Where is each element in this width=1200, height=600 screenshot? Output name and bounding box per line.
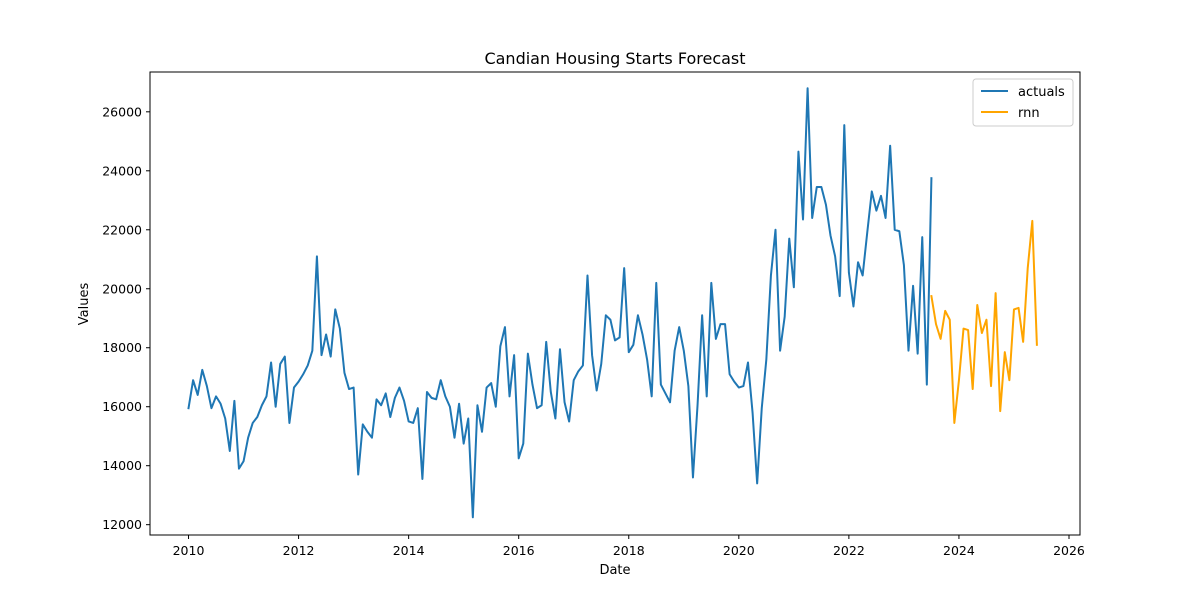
x-tick-label: 2020: [723, 543, 755, 558]
y-axis: 12000 14000 16000 18000 20000 22000 24000 26000: [102, 104, 150, 532]
y-tick-label: 22000: [102, 222, 142, 237]
x-tick-label: 2026: [1053, 543, 1085, 558]
x-tick-label: 2012: [283, 543, 315, 558]
y-tick-label: 18000: [102, 340, 142, 355]
series-layer: [187, 87, 1038, 519]
plot-area: [149, 71, 1081, 536]
y-tick-label: 24000: [102, 163, 142, 178]
x-tick-label: 2022: [833, 543, 865, 558]
chart-title: Candian Housing Starts Forecast: [484, 49, 745, 68]
x-axis: 2010 2012 2014 2016 2018 2020 2022 2024 2026: [173, 535, 1085, 558]
legend: actuals rnn: [972, 78, 1074, 127]
y-axis-label: Values: [77, 283, 92, 326]
x-tick-label: 2018: [613, 543, 645, 558]
y-tick-label: 16000: [102, 399, 142, 414]
y-tick-label: 14000: [102, 458, 142, 473]
legend-label-rnn: rnn: [1018, 106, 1040, 121]
x-axis-label: Date: [599, 563, 630, 578]
plot-frame: [149, 71, 1081, 536]
y-tick-label: 26000: [102, 104, 142, 119]
x-tick-label: 2014: [393, 543, 425, 558]
series-line-actuals: [187, 87, 933, 519]
x-tick-label: 2024: [943, 543, 975, 558]
x-tick-label: 2016: [503, 543, 535, 558]
series-line-rnn: [930, 219, 1038, 424]
legend-label-actuals: actuals: [1018, 85, 1065, 100]
y-tick-label: 20000: [102, 281, 142, 296]
x-tick-label: 2010: [173, 543, 205, 558]
y-tick-label: 12000: [102, 517, 142, 532]
